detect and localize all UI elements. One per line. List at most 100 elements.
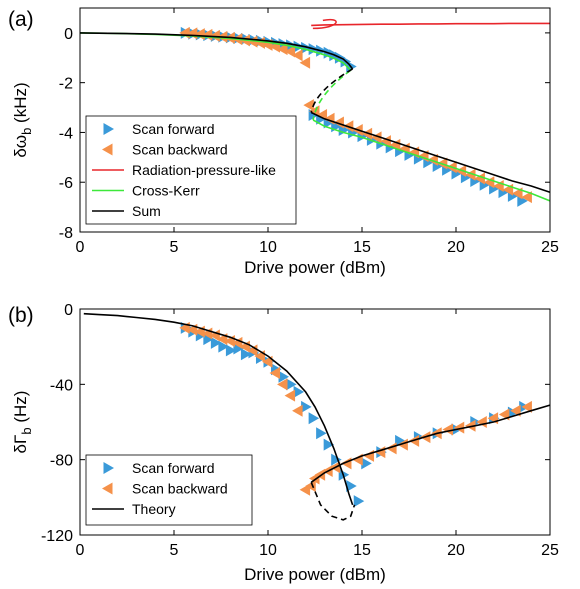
legend-swatch-scan-backward xyxy=(102,482,113,495)
x-tick-label: 15 xyxy=(353,542,371,559)
series-line-theory xyxy=(83,312,354,506)
x-axis-label-a: Drive power (dBm) xyxy=(244,258,386,277)
point-scan-backward xyxy=(292,49,303,62)
x-tick-label: 0 xyxy=(76,542,85,559)
y-tick-label: -6 xyxy=(59,175,73,192)
point-scan-backward xyxy=(397,438,408,451)
point-scan-forward xyxy=(286,378,297,391)
point-scan-backward xyxy=(292,404,303,417)
point-scan-backward xyxy=(476,416,487,428)
point-scan-backward xyxy=(427,153,438,166)
point-scan-backward xyxy=(299,483,311,496)
legend-label-scan-backward: Scan backward xyxy=(132,481,228,497)
point-scan-backward xyxy=(284,45,296,58)
series-line-radiation-pressure-like xyxy=(311,22,550,27)
x-tick-label: 25 xyxy=(541,239,559,256)
x-tick-label: 5 xyxy=(170,542,179,559)
point-scan-backward xyxy=(465,419,476,432)
point-scan-forward xyxy=(218,340,229,353)
point-scan-backward xyxy=(262,355,273,368)
legend-swatch-scan-backward xyxy=(102,143,113,156)
y-tick-label: -8 xyxy=(59,225,73,242)
point-scan-backward xyxy=(277,378,288,391)
point-scan-forward xyxy=(308,412,320,425)
panel-label-a: (a) xyxy=(8,8,34,31)
plot-area-b: 0 5 10 15 20 25 0 -40 -80 -120 xyxy=(41,302,559,559)
y-tick-label: 0 xyxy=(64,26,73,43)
point-scan-backward xyxy=(453,421,465,434)
point-scan-backward xyxy=(521,191,532,204)
point-scan-backward xyxy=(455,165,467,178)
point-scan-forward xyxy=(346,480,357,493)
point-scan-forward xyxy=(316,427,327,440)
point-scan-forward xyxy=(353,495,365,508)
point-scan-backward xyxy=(465,168,476,181)
point-scan-backward xyxy=(284,389,296,402)
point-scan-backward xyxy=(269,367,281,380)
point-scan-backward xyxy=(389,138,401,151)
point-scan-forward xyxy=(210,336,222,349)
x-tick-label: 20 xyxy=(447,239,465,256)
point-scan-backward xyxy=(201,28,213,41)
legend-label-theory: Theory xyxy=(132,501,176,517)
legend-b: Scan forward Scan backward Theory xyxy=(85,454,253,526)
point-scan-backward xyxy=(309,472,320,485)
legend-label-scan-forward: Scan forward xyxy=(132,121,214,137)
y-tick-label: -120 xyxy=(41,528,73,545)
point-scan-forward xyxy=(507,406,519,419)
legend-label-radiation-pressure-like: Radiation-pressure-like xyxy=(132,162,276,178)
y-tick-label: -80 xyxy=(50,453,73,470)
x-tick-label: 25 xyxy=(541,542,559,559)
point-scan-backward xyxy=(386,442,397,455)
legend-box-b xyxy=(85,454,253,526)
point-scan-forward xyxy=(301,41,312,54)
legend-swatch-scan-forward xyxy=(103,462,114,474)
y-tick-label: 0 xyxy=(64,302,73,319)
point-scan-forward xyxy=(293,385,305,398)
y-tick-label: -2 xyxy=(59,76,73,93)
point-scan-forward xyxy=(233,342,244,355)
point-scan-backward xyxy=(314,468,326,481)
legend-label-scan-backward: Scan backward xyxy=(132,142,228,158)
point-scan-forward xyxy=(323,438,335,451)
series-line-sum xyxy=(79,32,354,70)
axes-frame-b xyxy=(79,308,551,536)
x-tick-label: 10 xyxy=(259,239,277,256)
point-scan-forward xyxy=(395,434,406,447)
point-scan-backward xyxy=(442,423,453,436)
point-scan-backward xyxy=(305,480,316,493)
point-scan-backward xyxy=(277,43,288,56)
legend-label-scan-forward: Scan forward xyxy=(132,460,214,476)
panel-b: (b) 0 5 10 15 20 25 0 -40 -80 -120 Drive power (d… xyxy=(8,302,559,584)
series-curl-radiation-pressure-like xyxy=(312,18,337,30)
point-scan-backward xyxy=(333,116,344,129)
point-scan-forward xyxy=(361,457,372,470)
point-scan-backward xyxy=(371,131,382,144)
series-line-sum xyxy=(310,111,551,193)
plot-area-a: 0 5 10 15 20 25 0 -2 -4 -6 -8 xyxy=(59,8,559,256)
legend-label-sum: Sum xyxy=(132,203,161,219)
panel-label-b: (b) xyxy=(8,304,34,327)
point-scan-forward xyxy=(331,453,342,466)
legend-swatch-scan-forward xyxy=(103,123,114,135)
point-scan-backward xyxy=(299,56,311,69)
point-scan-backward xyxy=(361,127,373,140)
point-scan-backward xyxy=(510,404,521,417)
point-scan-backward xyxy=(483,176,495,189)
series-line-cross-kerr xyxy=(312,119,551,202)
y-tick-label: -40 xyxy=(50,377,73,394)
point-scan-backward xyxy=(474,172,485,185)
legend-label-cross-kerr: Cross-Kerr xyxy=(132,183,200,199)
point-scan-backward xyxy=(209,329,220,342)
point-scan-forward xyxy=(278,370,290,383)
x-axis-label-b: Drive power (dBm) xyxy=(244,565,386,584)
x-tick-label: 5 xyxy=(170,239,179,256)
x-tick-label: 0 xyxy=(76,239,85,256)
point-scan-backward xyxy=(521,400,532,413)
point-scan-forward xyxy=(286,39,297,52)
x-tick-label: 20 xyxy=(447,542,465,559)
series-line-dashed-branch xyxy=(310,481,356,521)
point-scan-backward xyxy=(380,135,391,148)
x-tick-label: 10 xyxy=(259,542,277,559)
